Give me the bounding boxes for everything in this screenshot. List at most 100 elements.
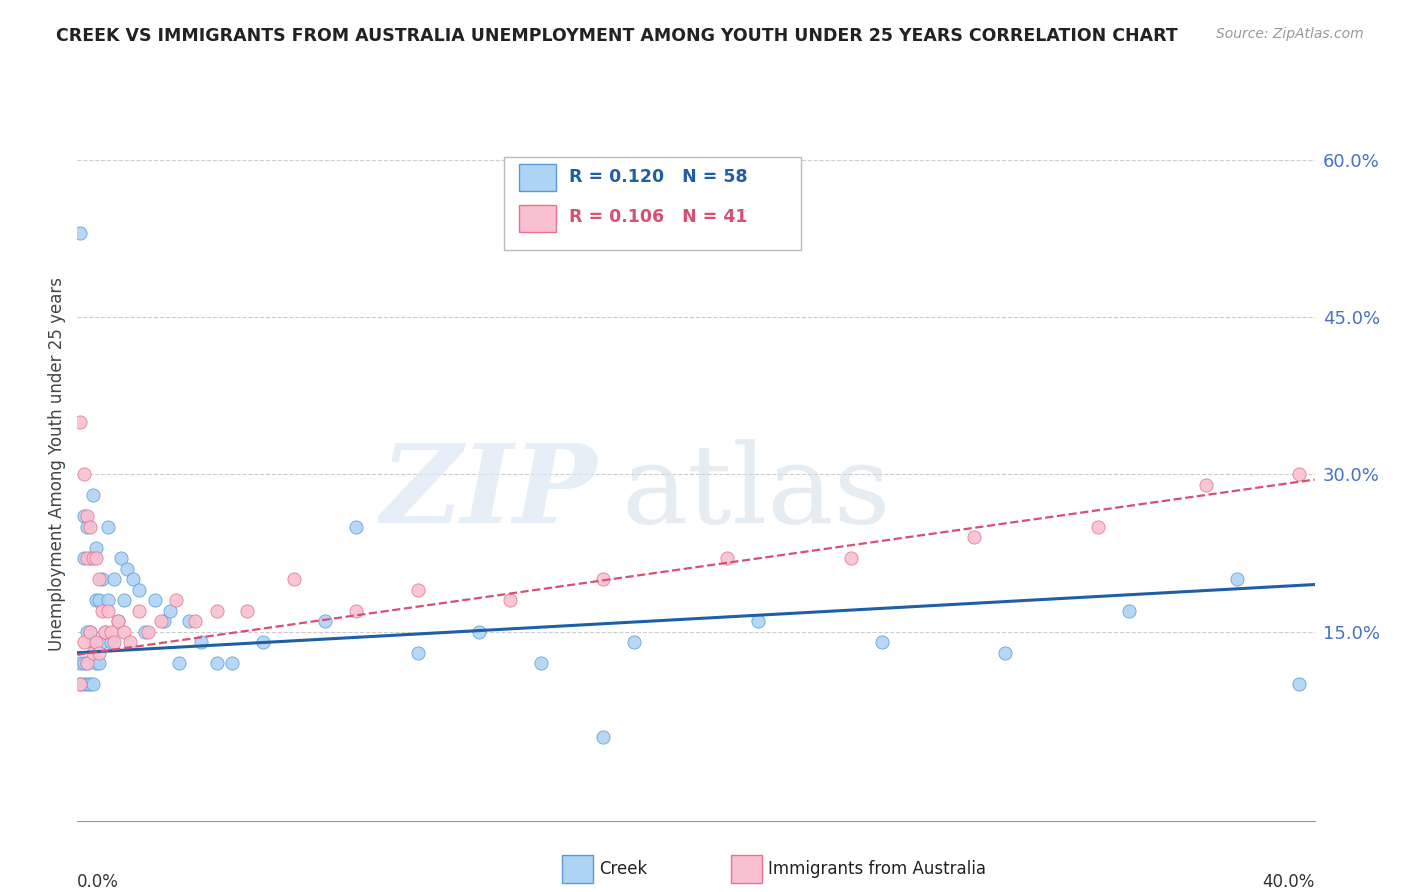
Text: Immigrants from Australia: Immigrants from Australia: [768, 860, 986, 878]
Point: [84, 551, 107, 566]
Point: [128, 582, 150, 597]
Point: [468, 624, 491, 639]
Y-axis label: Unemployment Among Youth under 25 years: Unemployment Among Youth under 25 years: [48, 277, 66, 651]
Point: [69, 226, 91, 240]
FancyBboxPatch shape: [519, 164, 557, 191]
Point: [134, 624, 156, 639]
Point: [205, 657, 228, 671]
Text: CREEK VS IMMIGRANTS FROM AUSTRALIA UNEMPLOYMENT AMONG YOUTH UNDER 25 YEARS CORRE: CREEK VS IMMIGRANTS FROM AUSTRALIA UNEMP…: [56, 27, 1178, 45]
Point: [499, 593, 522, 607]
Point: [76, 657, 98, 671]
Point: [716, 551, 738, 566]
Point: [87, 646, 110, 660]
Text: R = 0.120   N = 58: R = 0.120 N = 58: [568, 168, 747, 186]
Point: [190, 635, 212, 649]
Point: [87, 657, 110, 671]
Point: [177, 614, 200, 628]
Point: [406, 582, 429, 597]
Point: [76, 520, 98, 534]
Point: [82, 635, 104, 649]
Point: [592, 730, 614, 744]
Point: [252, 635, 274, 649]
Point: [112, 593, 135, 607]
Point: [870, 635, 893, 649]
Point: [84, 593, 107, 607]
Point: [994, 646, 1017, 660]
Point: [97, 520, 120, 534]
Point: [100, 624, 122, 639]
Text: R = 0.106   N = 41: R = 0.106 N = 41: [568, 208, 747, 226]
Point: [143, 593, 166, 607]
Point: [94, 624, 117, 639]
Point: [69, 677, 91, 691]
Point: [79, 677, 101, 691]
FancyBboxPatch shape: [505, 157, 801, 250]
Text: 0.0%: 0.0%: [77, 873, 120, 891]
Point: [747, 614, 769, 628]
Point: [91, 604, 114, 618]
Point: [72, 635, 94, 649]
Point: [128, 604, 150, 618]
Point: [1288, 677, 1310, 691]
Point: [103, 635, 125, 649]
Point: [72, 677, 94, 691]
Point: [84, 657, 107, 671]
Point: [149, 614, 172, 628]
Point: [76, 624, 98, 639]
Point: [76, 509, 98, 524]
Point: [76, 551, 98, 566]
Text: ZIP: ZIP: [381, 439, 598, 546]
Point: [94, 624, 117, 639]
Point: [623, 635, 645, 649]
Text: 40.0%: 40.0%: [1263, 873, 1315, 891]
Point: [79, 624, 101, 639]
Point: [1195, 478, 1218, 492]
Point: [97, 604, 120, 618]
Point: [82, 646, 104, 660]
Point: [79, 624, 101, 639]
Text: Creek: Creek: [599, 860, 647, 878]
Point: [1288, 467, 1310, 482]
Point: [165, 593, 187, 607]
Text: Source: ZipAtlas.com: Source: ZipAtlas.com: [1216, 27, 1364, 41]
Point: [107, 614, 129, 628]
Point: [69, 657, 91, 671]
Point: [91, 635, 114, 649]
Point: [87, 572, 110, 586]
Text: atlas: atlas: [621, 439, 891, 546]
Point: [72, 551, 94, 566]
Point: [82, 488, 104, 502]
Point: [153, 614, 176, 628]
Point: [205, 604, 228, 618]
Point: [107, 614, 129, 628]
Point: [82, 551, 104, 566]
Point: [97, 593, 120, 607]
Point: [963, 530, 986, 544]
Point: [1087, 520, 1109, 534]
Point: [592, 572, 614, 586]
Point: [84, 635, 107, 649]
Point: [118, 635, 141, 649]
Point: [79, 520, 101, 534]
Point: [72, 657, 94, 671]
Point: [406, 646, 429, 660]
Point: [344, 520, 367, 534]
Point: [115, 562, 138, 576]
Point: [221, 657, 243, 671]
Point: [1226, 572, 1249, 586]
Point: [344, 604, 367, 618]
Point: [72, 467, 94, 482]
Point: [138, 624, 160, 639]
Point: [76, 657, 98, 671]
Point: [283, 572, 305, 586]
Point: [79, 551, 101, 566]
Point: [236, 604, 259, 618]
Point: [76, 677, 98, 691]
Point: [72, 509, 94, 524]
Point: [87, 593, 110, 607]
Point: [314, 614, 336, 628]
Point: [82, 677, 104, 691]
Point: [112, 624, 135, 639]
Point: [91, 572, 114, 586]
Point: [1118, 604, 1140, 618]
